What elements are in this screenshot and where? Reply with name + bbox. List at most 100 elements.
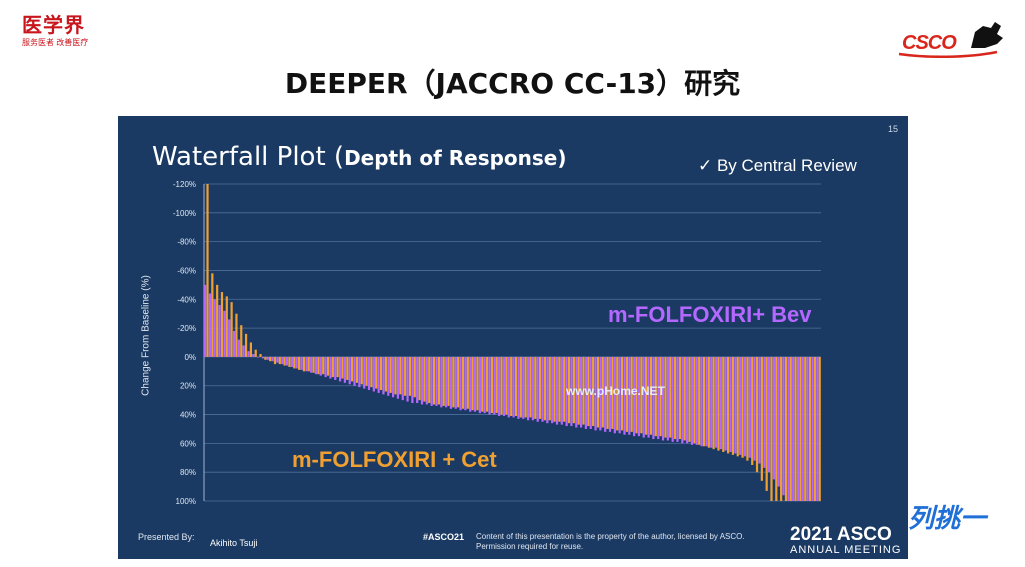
bar-cet [471, 356, 474, 411]
bar-bev [536, 356, 539, 422]
presentation-slide: 15 Waterfall Plot (Depth of Response) ✓ … [118, 116, 908, 559]
bar-bev [435, 356, 438, 406]
bar-cet [683, 356, 686, 441]
bar-bev [334, 356, 337, 380]
bar-bev [531, 356, 534, 421]
bar-bev [343, 356, 346, 383]
bar-bev [642, 356, 645, 438]
bar-cet [539, 356, 542, 419]
bar-bev [700, 356, 703, 447]
bar-bev [811, 356, 814, 501]
bar-bev [440, 356, 443, 408]
bar-bev [599, 356, 602, 431]
bar-cet [751, 356, 754, 465]
bar-bev [406, 356, 409, 402]
bar-bev [473, 356, 477, 412]
y-tick-label: 100% [176, 497, 196, 506]
bar-bev [271, 356, 274, 362]
bar-cet [389, 356, 392, 393]
bar-bev [464, 356, 467, 411]
bar-cet [529, 356, 532, 418]
bar-bev [507, 356, 510, 418]
bar-bev [579, 356, 583, 428]
bar-cet [548, 356, 551, 421]
bar-bev [719, 356, 722, 450]
bar-bev [748, 356, 751, 458]
bar-cet [649, 356, 653, 435]
y-tick-label: 40% [180, 411, 196, 420]
bar-cet [712, 356, 715, 450]
corner-watermark: 列挑一 [908, 504, 987, 534]
bar-cet [688, 356, 691, 442]
bar-cet [673, 356, 677, 440]
bar-bev [816, 356, 819, 501]
bar-cet [587, 356, 590, 427]
bar-bev [541, 356, 544, 422]
bar-cet [804, 356, 807, 501]
bar-bev [801, 356, 804, 501]
bar-cet [693, 356, 696, 444]
bar-cet [553, 356, 556, 422]
slide-title-part2: Depth of Response) [344, 146, 567, 170]
bar-cet [755, 356, 759, 473]
bar-bev [425, 356, 428, 405]
bar-cet [418, 356, 421, 401]
series-label-bev: m-FOLFOXIRI+ Bev [608, 302, 812, 327]
bar-cet [307, 356, 310, 372]
bar-cet [678, 356, 682, 440]
bar-cet [408, 356, 412, 396]
bar-cet [283, 356, 286, 366]
bar-cet [813, 356, 816, 501]
bar-cet [457, 356, 460, 408]
bar-bev [208, 293, 212, 357]
bar-bev [396, 356, 400, 399]
bar-cet [625, 356, 628, 432]
bar-bev [652, 356, 655, 440]
bar-bev [792, 356, 795, 501]
bar-bev [382, 356, 385, 395]
bar-bev [483, 356, 486, 414]
bar-bev [237, 339, 240, 357]
bar-cet [770, 356, 773, 501]
bar-bev [488, 356, 491, 415]
bar-cet [447, 356, 450, 406]
bar-cet [630, 356, 633, 432]
bar-cet [702, 356, 706, 447]
bar-bev [387, 356, 390, 396]
bar-bev [734, 356, 737, 454]
bar-bev [806, 356, 809, 501]
bar-cet [225, 296, 228, 357]
bar-cet [220, 292, 224, 357]
bar-bev [213, 299, 216, 357]
bar-cet [298, 356, 301, 370]
bar-bev [647, 356, 650, 438]
bar-cet [635, 356, 638, 434]
bar-bev [589, 356, 592, 429]
bar-bev [377, 356, 380, 393]
asco-year-logo: 2021 ASCO [790, 524, 892, 545]
bar-bev [608, 356, 612, 432]
bar-bev [690, 356, 694, 445]
bar-bev [324, 356, 327, 378]
bar-cet [659, 356, 662, 437]
bar-bev [358, 356, 361, 388]
waterfall-chart: -120% -100% -80% -60% -40% -20% 0% 20% 40% 60% 80%… [173, 180, 821, 506]
central-review-note: ✓ By Central Review [698, 156, 857, 175]
bar-bev [247, 351, 250, 357]
bar-cet [336, 356, 339, 378]
bar-bev [469, 356, 472, 412]
bar-cet [211, 273, 214, 357]
slide-title: Waterfall Plot (Depth of Response) [152, 142, 567, 172]
bar-cet [669, 356, 672, 438]
bar-bev [758, 356, 761, 464]
bar-cet [731, 356, 735, 455]
bar-cet [278, 356, 281, 365]
bar-cet [490, 356, 494, 414]
bar-cet [428, 356, 431, 404]
bar-cet [727, 356, 730, 454]
bar-cet [736, 356, 739, 457]
bar-cet [206, 184, 209, 357]
y-tick-label: -60% [177, 266, 196, 275]
bar-bev [739, 356, 742, 455]
bar-cet [254, 349, 257, 357]
